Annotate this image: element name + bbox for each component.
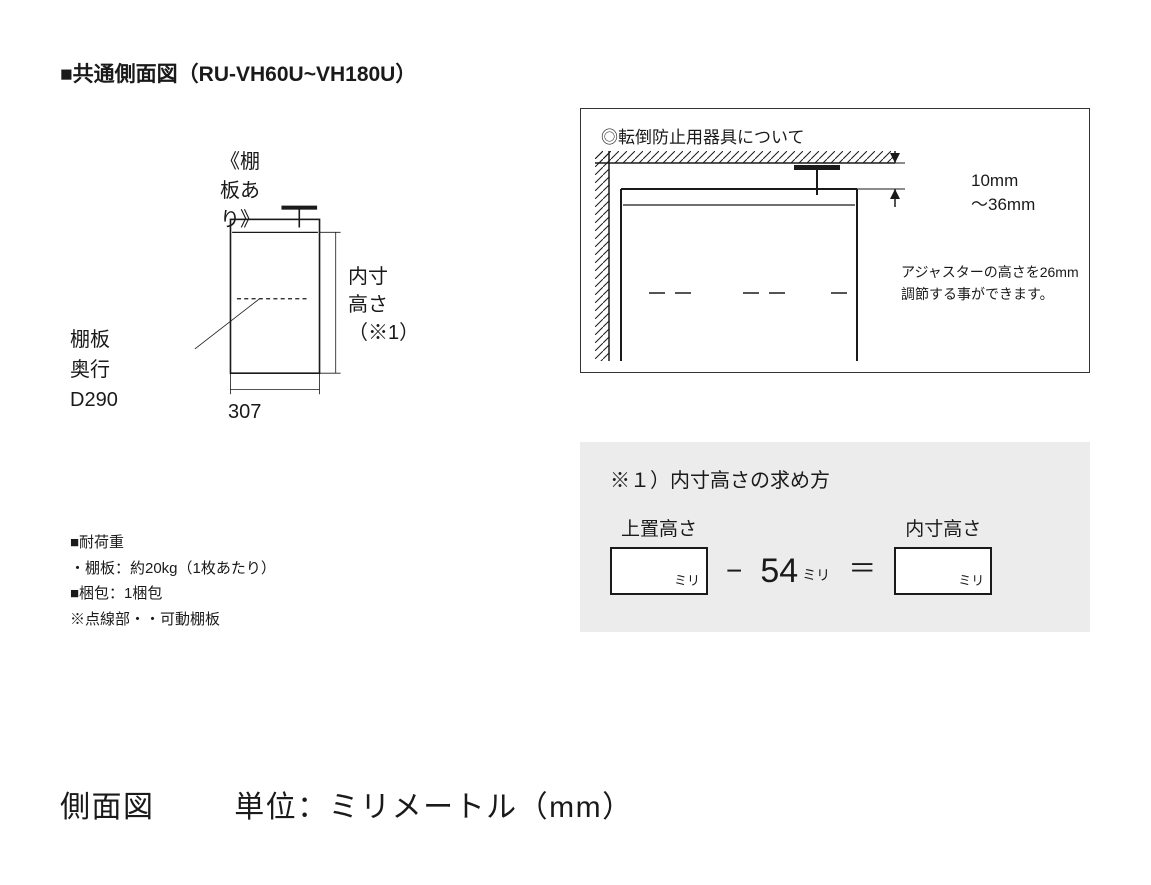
subtract-unit: ミリ [798,565,830,595]
bottom-label: 側面図 [60,791,155,824]
subtract-value: 54 [760,552,798,595]
load-title: ■耐荷重 [70,530,276,556]
dashed-note: ※点線部・・可動棚板 [70,607,276,633]
minus-op: − [708,555,760,595]
tipover-note-l1: アジャスターの高さを26mm [901,261,1079,283]
tipover-range-l1: 10mm [971,169,1035,193]
shelf-depth-label: 棚板奥行 D290 [70,325,118,415]
equals-op: ＝ [830,547,894,595]
package: ■梱包：1梱包 [70,581,276,607]
formula-row: 上置高さ ミリ − 54 ミリ ＝ 内寸高さ ミリ [610,514,1070,595]
tipover-title: ◎転倒防止用器具について [601,123,1069,148]
tipover-note-l2: 調節する事ができます。 [901,283,1079,305]
tipover-range-l2: 〜36mm [971,193,1035,217]
inner-height-l3: （※1） [348,319,419,347]
inner-height-label: 内寸 高さ （※1） [348,263,419,347]
formula-title: ※１）内寸高さの求め方 [610,464,1060,493]
page-title: ■共通側面図（RU-VH60U~VH180U） [60,58,416,88]
bottom-unit: 単位：ミリメートル（mm） [234,791,633,824]
tipover-note: アジャスターの高さを26mm 調節する事ができます。 [901,261,1079,306]
cabinet-svg [190,181,360,431]
width-value: 307 [228,401,261,424]
inner-height-l2: 高さ [348,291,419,319]
inner-height-label2: 内寸高さ [905,514,981,541]
upper-height-box: ミリ [610,547,708,595]
inner-height-col: 内寸高さ ミリ [894,514,992,595]
inner-height-box: ミリ [894,547,992,595]
upper-height-col: 上置高さ ミリ [610,514,708,595]
upper-height-unit: ミリ [674,570,700,589]
tipover-svg [595,151,905,361]
bottom-caption: 側面図 単位：ミリメートル（mm） [60,782,634,826]
upper-height-label: 上置高さ [621,514,697,541]
inner-height-unit: ミリ [958,570,984,589]
info-block: ■耐荷重 ・棚板：約20kg（1枚あたり） ■梱包：1梱包 ※点線部・・可動棚板 [70,530,276,632]
inner-height-l1: 内寸 [348,263,419,291]
shelf-depth-text: 棚板奥行 [70,325,118,385]
load-value: ・棚板：約20kg（1枚あたり） [70,556,276,582]
shelf-depth-value: D290 [70,385,118,415]
tipover-box: ◎転倒防止用器具について [580,108,1090,373]
tipover-range: 10mm 〜36mm [971,169,1035,217]
formula-box: ※１）内寸高さの求め方 上置高さ ミリ − 54 ミリ ＝ 内寸高さ ミリ [580,442,1090,632]
